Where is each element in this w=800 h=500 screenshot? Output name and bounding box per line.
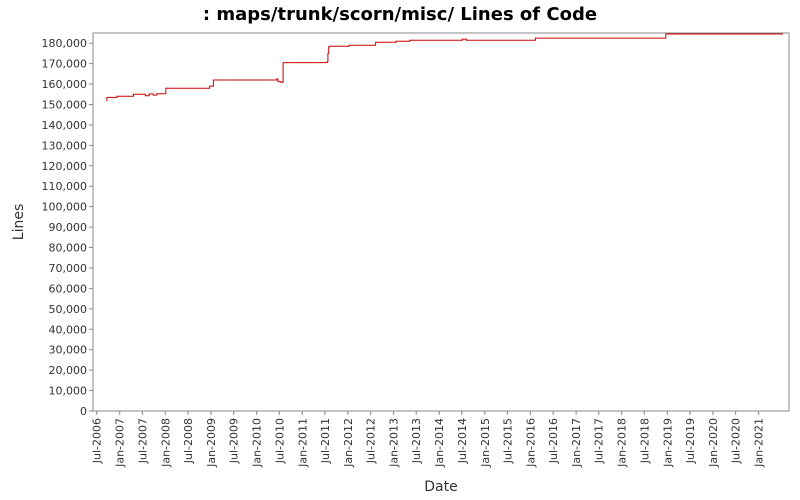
y-tick-label: 130,000 bbox=[42, 139, 88, 152]
x-tick-label: Jul-2019 bbox=[684, 418, 697, 464]
x-tick-label: Jul-2017 bbox=[593, 418, 606, 464]
x-tick-label: Jul-2020 bbox=[730, 418, 743, 464]
series-line bbox=[106, 33, 783, 101]
x-tick-label: Jan-2014 bbox=[433, 418, 446, 468]
y-tick-label: 10,000 bbox=[49, 385, 88, 398]
x-tick-label: Jan-2012 bbox=[342, 418, 355, 468]
x-tick-label: Jul-2007 bbox=[136, 418, 149, 464]
plot-area bbox=[92, 32, 790, 412]
y-tick-label: 170,000 bbox=[42, 58, 88, 71]
y-tick-label: 180,000 bbox=[42, 37, 88, 50]
x-tick-label: Jul-2018 bbox=[638, 418, 651, 464]
x-tick-label: Jan-2013 bbox=[388, 418, 401, 468]
y-tick-label: 140,000 bbox=[42, 119, 88, 132]
x-tick-label: Jul-2006 bbox=[91, 418, 104, 464]
x-tick-label: Jan-2009 bbox=[205, 418, 218, 468]
y-tick-label: 80,000 bbox=[49, 242, 88, 255]
x-axis-label: Date bbox=[424, 479, 457, 495]
x-axis: Jul-2006 Jan-2007 Jul-2007 Jan-2008 Jul-2008… bbox=[91, 411, 766, 468]
x-tick-label: Jul-2009 bbox=[228, 418, 241, 464]
y-tick-label: 110,000 bbox=[42, 180, 88, 193]
x-tick-label: Jan-2017 bbox=[570, 418, 583, 468]
x-tick-label: Jul-2014 bbox=[456, 418, 469, 464]
x-tick-label: Jul-2010 bbox=[273, 418, 286, 464]
x-tick-label: Jul-2015 bbox=[501, 418, 514, 464]
y-tick-label: 60,000 bbox=[49, 282, 88, 295]
x-tick-label: Jan-2007 bbox=[114, 418, 127, 468]
y-tick-label: 160,000 bbox=[42, 78, 88, 91]
x-tick-label: Jan-2015 bbox=[479, 418, 492, 468]
y-axis: 0 10,000 20,000 30,000 40,000 50,000 60,000 70,… bbox=[42, 37, 93, 418]
chart-title: : maps/trunk/scorn/misc/ Lines of Code bbox=[203, 4, 597, 25]
y-tick-label: 70,000 bbox=[49, 262, 88, 275]
y-tick-label: 20,000 bbox=[49, 364, 88, 377]
y-tick-label: 30,000 bbox=[49, 344, 88, 357]
y-axis-label: Lines bbox=[11, 204, 27, 240]
y-tick-label: 100,000 bbox=[42, 201, 88, 214]
x-tick-label: Jan-2021 bbox=[753, 418, 766, 468]
y-tick-label: 150,000 bbox=[42, 99, 88, 112]
x-tick-label: Jan-2010 bbox=[251, 418, 264, 468]
x-tick-label: Jan-2018 bbox=[616, 418, 629, 468]
x-tick-label: Jan-2019 bbox=[661, 418, 674, 468]
x-tick-label: Jan-2011 bbox=[296, 418, 309, 468]
y-tick-label: 40,000 bbox=[49, 323, 88, 336]
y-tick-label: 50,000 bbox=[49, 303, 88, 316]
x-tick-label: Jul-2016 bbox=[547, 418, 560, 464]
x-tick-label: Jan-2020 bbox=[707, 418, 720, 468]
x-tick-label: Jul-2011 bbox=[319, 418, 332, 464]
x-tick-label: Jan-2016 bbox=[524, 418, 537, 468]
y-tick-label: 0 bbox=[80, 405, 87, 418]
y-tick-label: 120,000 bbox=[42, 160, 88, 173]
y-tick-label: 90,000 bbox=[49, 221, 88, 234]
x-tick-label: Jul-2012 bbox=[365, 418, 378, 464]
x-tick-label: Jul-2013 bbox=[410, 418, 423, 464]
x-tick-label: Jan-2008 bbox=[159, 418, 172, 468]
x-tick-label: Jul-2008 bbox=[182, 418, 195, 464]
